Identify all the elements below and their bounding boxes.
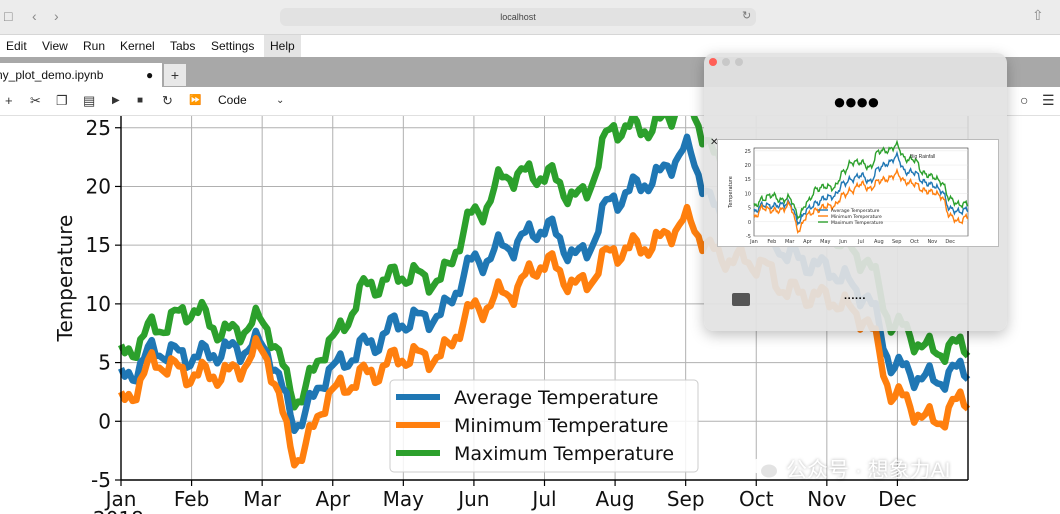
unsaved-dot-icon[interactable]: ● xyxy=(146,68,154,82)
tab-label: ny_plot_demo.ipynb xyxy=(0,68,104,82)
sidebar-toggle-icon[interactable]: □ xyxy=(4,8,13,24)
display-icon[interactable] xyxy=(732,293,750,306)
menu-help[interactable]: Help xyxy=(264,35,301,57)
thumb-x-tick-label: Oct xyxy=(910,239,919,245)
chevron-down-icon[interactable]: ⌄ xyxy=(276,95,285,106)
thumb-y-axis-label: Temperature xyxy=(728,176,734,209)
cell-type-select[interactable]: Code xyxy=(218,93,247,107)
thumb-x-tick-label: Jul xyxy=(857,239,864,245)
add-cell-icon[interactable]: + xyxy=(5,93,13,108)
thumb-x-tick-label: Jan xyxy=(749,239,758,245)
cut-icon[interactable]: ✂ xyxy=(30,93,41,108)
watermark-text: 公众号 · 想象力AI xyxy=(786,459,951,482)
thumb-y-tick-label: 10 xyxy=(745,191,751,197)
thumb-y-tick-label: 0 xyxy=(748,220,751,226)
thumb-y-tick-label: 5 xyxy=(748,206,751,212)
menu-edit[interactable]: Edit xyxy=(6,39,27,53)
legend-entry: Minimum Temperature xyxy=(454,415,668,437)
x-tick-label: Sep xyxy=(667,487,705,511)
menu-run[interactable]: Run xyxy=(83,39,106,53)
back-icon[interactable]: ‹ xyxy=(32,8,37,24)
add-tab-button[interactable]: + xyxy=(164,64,186,86)
chart-thumbnail[interactable]: -5 0 5 10 15 20 25 Jan Feb Mar Apr May Jun Jul Aug Sep O… xyxy=(717,139,999,247)
menu-settings[interactable]: Settings xyxy=(211,39,255,53)
thumb-y-tick-label: 20 xyxy=(745,163,751,169)
x-year-label: 2018 xyxy=(93,507,144,514)
wechat-icon xyxy=(751,458,777,478)
y-tick-label: 20 xyxy=(86,174,111,198)
forward-icon[interactable]: › xyxy=(54,8,59,24)
thumb-x-tick-label: Apr xyxy=(803,239,813,245)
y-tick-label: 10 xyxy=(86,292,111,316)
thumb-annotation: Big Rainfall xyxy=(910,154,935,160)
menu-view[interactable]: View xyxy=(42,39,68,53)
y-tick-label: 5 xyxy=(98,351,111,375)
x-tick-label: Jan xyxy=(104,487,137,511)
thumb-x-tick-label: Feb xyxy=(767,239,776,245)
copy-icon[interactable]: ❐ xyxy=(56,93,68,108)
thumb-legend-entry: Maximum Temperature xyxy=(831,220,883,226)
thumb-x-tick-label: May xyxy=(820,239,830,245)
thumb-series-line-0 xyxy=(753,150,969,226)
zoom-window-icon[interactable] xyxy=(735,58,743,66)
thumb-series-line-2 xyxy=(753,139,969,221)
overlay-title: ●●●● xyxy=(832,89,880,114)
url-text: localhost xyxy=(500,12,536,22)
x-tick-label: Feb xyxy=(174,487,209,511)
close-icon[interactable]: ✕ xyxy=(710,137,719,148)
thumb-legend-entry: Average Temperature xyxy=(831,208,880,214)
thumb-x-tick-label: Dec xyxy=(945,239,955,245)
close-window-icon[interactable] xyxy=(709,58,717,66)
x-tick-label: Apr xyxy=(315,487,350,511)
restart-icon[interactable]: ↻ xyxy=(162,93,173,108)
minimize-window-icon[interactable] xyxy=(722,58,730,66)
fast-forward-icon[interactable]: ⏩ xyxy=(189,95,202,106)
thumb-x-tick-label: Aug xyxy=(874,239,884,245)
legend-entry: Maximum Temperature xyxy=(454,443,674,465)
stop-icon[interactable]: ■ xyxy=(137,95,144,106)
thumb-x-tick-label: Mar xyxy=(785,239,795,245)
y-tick-label: 0 xyxy=(98,409,111,433)
menu-kernel[interactable]: Kernel xyxy=(120,39,155,53)
thumb-x-tick-label: Nov xyxy=(927,239,937,245)
x-tick-label: Jul xyxy=(530,487,556,511)
y-tick-label: 15 xyxy=(86,233,111,257)
tab-notebook[interactable]: ny_plot_demo.ipynb ● xyxy=(0,63,162,87)
thumb-y-tick-label: -5 xyxy=(746,234,751,240)
screen-share-window[interactable]: ●●●● ✕ -5 0 5 10 15 20 25 Jan Feb Mar Apr May Jun Jul… xyxy=(704,53,1007,331)
x-tick-label: Nov xyxy=(807,487,846,511)
refresh-icon[interactable]: ↻ xyxy=(742,10,752,22)
y-tick-label: -5 xyxy=(91,468,111,492)
kernel-status-icon: ○ xyxy=(1020,92,1029,108)
legend-entry: Average Temperature xyxy=(454,387,658,409)
paste-icon[interactable]: ▤ xyxy=(83,93,96,108)
thumb-legend-entry: Minimum Temperature xyxy=(831,214,882,220)
thumb-x-tick-label: Sep xyxy=(892,239,901,245)
thumb-y-tick-label: 15 xyxy=(745,177,751,183)
x-tick-label: Dec xyxy=(878,487,917,511)
y-axis-label: Temperature xyxy=(53,215,77,343)
x-tick-label: Oct xyxy=(739,487,774,511)
menu-icon[interactable]: ☰ xyxy=(1042,92,1055,108)
menu-tabs[interactable]: Tabs xyxy=(170,39,196,53)
address-bar[interactable]: localhost xyxy=(280,8,756,26)
share-icon[interactable]: ⇧ xyxy=(1032,7,1044,23)
legend-box xyxy=(389,379,699,473)
x-tick-label: Jun xyxy=(456,487,489,511)
thumb-series-line-1 xyxy=(753,167,969,235)
x-tick-label: May xyxy=(383,487,425,511)
x-tick-label: Aug xyxy=(596,487,635,511)
run-icon[interactable]: ▶ xyxy=(112,95,120,106)
thumbnail-chart: -5 0 5 10 15 20 25 Jan Feb Mar Apr May Jun Jul Aug Sep O… xyxy=(728,139,969,245)
thumb-x-tick-label: Jun xyxy=(838,239,847,245)
temperature-chart: -5 0 5 10 15 20 25 Jan Feb Mar Apr May Jun Jul Aug Sep O… xyxy=(53,116,971,514)
overlay-footer-text: ······ xyxy=(844,293,866,305)
thumb-y-tick-label: 25 xyxy=(745,149,751,155)
y-tick-label: 25 xyxy=(86,116,111,140)
x-tick-label: Mar xyxy=(243,487,282,511)
